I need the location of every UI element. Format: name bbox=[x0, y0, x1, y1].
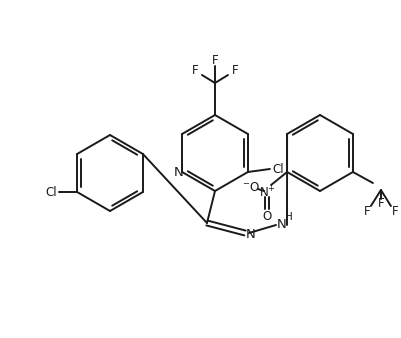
Text: F: F bbox=[231, 64, 238, 76]
Text: Cl: Cl bbox=[45, 186, 57, 198]
Text: Cl: Cl bbox=[271, 163, 283, 175]
Text: F: F bbox=[377, 196, 383, 210]
Text: O: O bbox=[262, 210, 271, 222]
Text: N: N bbox=[276, 217, 286, 231]
Text: F: F bbox=[363, 204, 369, 217]
Text: N: N bbox=[174, 166, 184, 178]
Text: H: H bbox=[284, 212, 292, 222]
Text: F: F bbox=[211, 53, 218, 67]
Text: N: N bbox=[245, 227, 255, 241]
Text: F: F bbox=[391, 204, 397, 217]
Text: $^{-}$O: $^{-}$O bbox=[241, 180, 259, 193]
Text: F: F bbox=[191, 64, 198, 76]
Text: N$^{+}$: N$^{+}$ bbox=[258, 185, 275, 201]
